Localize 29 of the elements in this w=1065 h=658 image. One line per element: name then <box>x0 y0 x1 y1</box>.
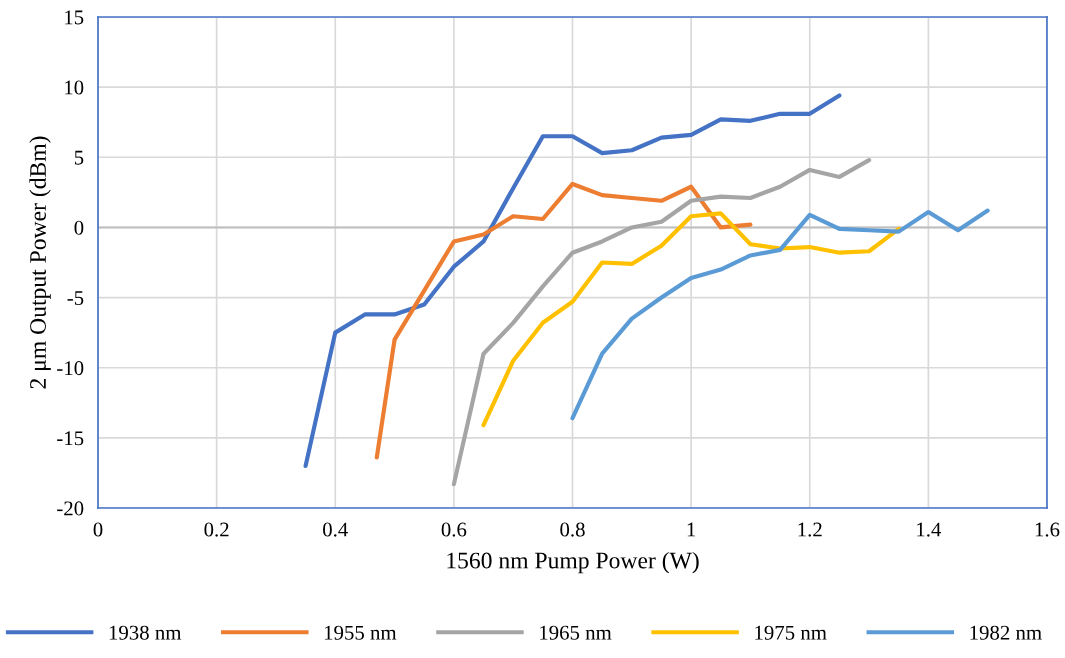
y-tick-label: -5 <box>67 291 84 305</box>
y-tick-label: 5 <box>74 150 84 165</box>
legend-label: 1982 nm <box>970 625 1042 640</box>
legend-label: 1975 nm <box>755 625 827 640</box>
y-tick-label: 0 <box>74 220 84 235</box>
x-tick-label: 0.8 <box>560 522 585 537</box>
legend-label: 1965 nm <box>540 625 612 640</box>
x-tick-label: 1 <box>687 522 696 537</box>
x-tick-label: 0.6 <box>441 522 467 537</box>
x-tick-label: 0 <box>93 522 103 537</box>
x-tick-label: 1.6 <box>1035 522 1060 537</box>
y-tick-label: 15 <box>65 10 84 25</box>
y-tick-label: 10 <box>65 80 84 95</box>
x-tick-label: 1.2 <box>798 522 822 537</box>
x-tick-label: 0.4 <box>323 522 348 537</box>
x-axis-title: 1560 nm Pump Power (W) <box>447 551 699 574</box>
legend-label: 1938 nm <box>109 625 182 640</box>
x-tick-label: 1.4 <box>917 522 942 537</box>
y-axis-title: 2 μm Output Power (dBm) <box>29 136 51 389</box>
line-series <box>451 158 872 487</box>
line-series <box>481 211 901 428</box>
x-tick-label: 0.2 <box>204 522 229 537</box>
y-tick-label: -20 <box>57 501 84 516</box>
y-tick-label: -15 <box>57 431 84 446</box>
line-series <box>303 93 842 468</box>
line-series <box>570 208 990 421</box>
line-series <box>374 181 753 460</box>
legend-label: 1955 nm <box>324 625 397 640</box>
y-tick-label: -10 <box>57 361 84 376</box>
